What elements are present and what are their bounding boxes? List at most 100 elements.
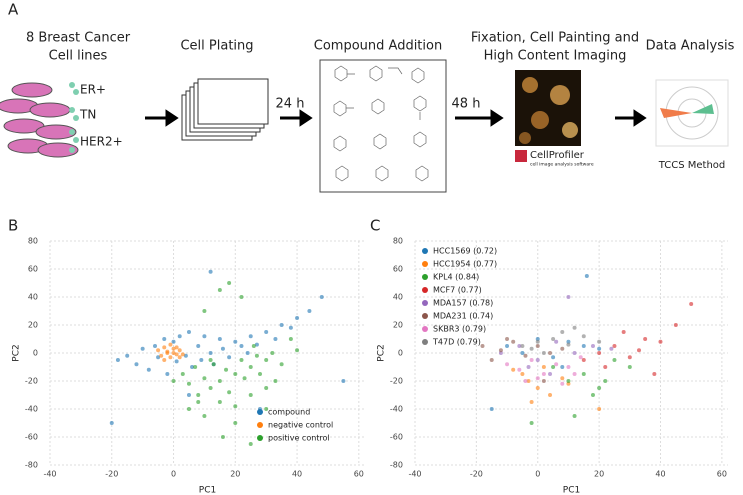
point [196,400,201,404]
point [597,351,602,355]
legend-marker [422,261,428,267]
y-tick-label: -20 [390,377,403,386]
point [581,334,586,339]
x-tick-label: -20 [105,470,118,479]
step-title: Compound Addition [314,39,442,54]
x-tick-label: 20 [594,470,604,479]
method-label: TCCS Method [658,160,726,171]
point [541,365,546,369]
point [529,358,534,362]
point [186,407,191,411]
point [505,344,510,348]
legend-marker [422,287,428,293]
point [168,342,173,347]
point [590,344,595,348]
point [264,330,269,334]
point [270,351,275,355]
step-title: 8 Breast Cancer [26,31,131,46]
point [597,339,602,344]
step-title: Cell lines [49,49,108,64]
point [177,355,182,360]
step-title: Cell Plating [180,39,253,54]
step-title: High Content Imaging [484,49,627,64]
point [529,346,534,351]
point [566,295,571,299]
point [572,414,577,418]
point [548,351,553,355]
y-tick-label: 20 [393,321,403,330]
step-title: Data Analysis [646,39,735,54]
point [193,365,198,369]
point [541,379,546,383]
point [168,355,173,360]
point [208,358,213,362]
x-tick-label: -40 [43,470,56,479]
point [217,400,222,404]
y-tick-label: 0 [398,349,403,358]
point [673,323,678,327]
point [258,372,262,376]
point [248,365,253,369]
y-tick-label: 40 [393,293,403,302]
point [498,351,503,355]
point [560,376,565,381]
point [109,421,114,425]
software-name: CellProfiler [530,150,585,161]
point [581,344,586,348]
point [254,353,259,358]
point [199,358,204,362]
point [621,330,626,334]
point [227,355,232,360]
point [581,372,586,376]
point [658,339,663,344]
point [560,381,565,386]
software-subtitle: cell image analysis software [530,162,594,168]
x-tick-label: 20 [230,470,240,479]
point [551,365,556,369]
point [248,442,253,446]
y-tick-label: -60 [390,433,403,442]
point [566,379,571,383]
panel-label: B [8,217,18,235]
point [134,362,139,367]
point [295,316,300,320]
point [603,379,608,383]
point [186,381,191,386]
point [233,339,238,344]
step-title: Fixation, Cell Painting and [471,31,639,46]
legend-label: HCC1954 (0.77) [433,260,497,269]
point [165,372,170,376]
point [581,358,586,362]
point [541,351,546,355]
point [211,362,216,367]
cell-dishes [0,82,79,158]
point [279,323,284,327]
point [174,345,179,350]
legend-label: MDA157 (0.78) [433,299,493,308]
point [578,355,583,360]
point [202,309,207,313]
point [520,372,525,376]
point [125,353,130,358]
point [196,344,201,348]
point [183,353,188,358]
point [520,351,525,355]
arrows [145,109,647,127]
legend-label: MDA231 (0.74) [433,312,493,321]
compound-structures [319,59,447,193]
time-label: 48 h [452,97,481,112]
point [162,358,167,362]
point [208,269,213,274]
point [529,421,534,425]
legend-marker [422,300,428,306]
point [612,358,617,362]
x-tick-label: 60 [354,470,364,479]
point [572,351,577,355]
point [146,367,151,372]
legend-label: HCC1569 (0.72) [433,247,497,256]
time-label: 24 h [276,97,305,112]
x-tick-label: 0 [535,470,540,479]
point [597,346,602,351]
point [233,372,238,376]
point [208,386,213,390]
